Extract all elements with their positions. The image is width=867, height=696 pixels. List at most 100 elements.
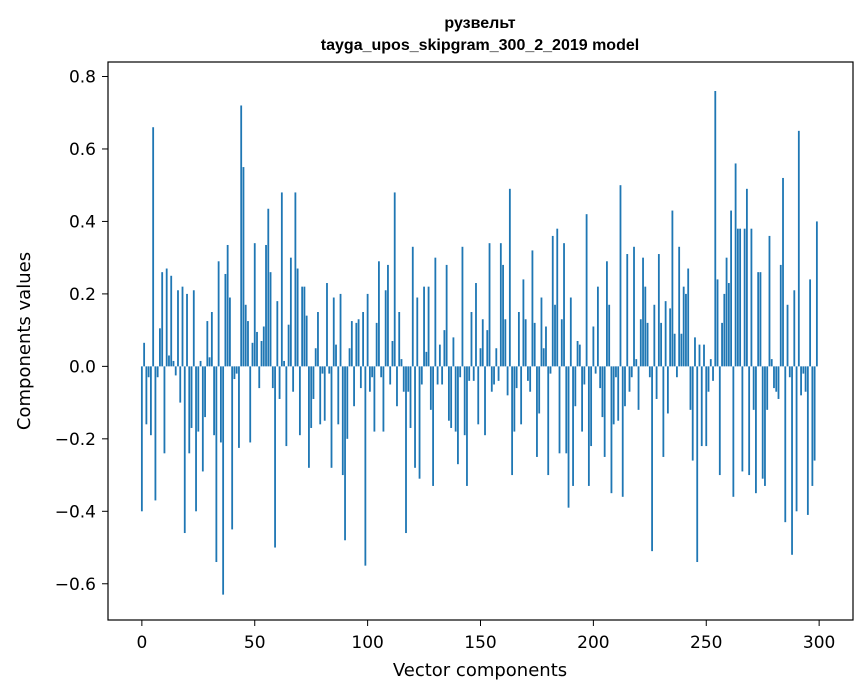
bar — [698, 344, 701, 367]
bar — [276, 301, 279, 367]
bar — [253, 243, 256, 367]
bar — [201, 366, 204, 472]
bar — [434, 257, 437, 367]
bar — [481, 319, 484, 367]
bar — [497, 366, 500, 381]
bar — [788, 366, 791, 378]
bar — [310, 366, 313, 428]
bar — [687, 268, 690, 367]
bar — [231, 366, 234, 530]
y-axis-ticks: −0.6 −0.4 −0.2 0.0 0.2 0.4 0.6 0.8 — [55, 67, 108, 595]
bar — [181, 286, 184, 367]
bar — [590, 366, 593, 447]
bar — [387, 264, 389, 367]
bar — [633, 246, 635, 367]
bar — [260, 341, 263, 367]
bar — [217, 261, 220, 367]
bar — [357, 319, 360, 367]
bar — [540, 297, 543, 367]
bar — [235, 366, 238, 374]
bar — [745, 188, 748, 367]
bar — [610, 366, 613, 494]
bar — [165, 268, 168, 367]
bar — [732, 366, 735, 497]
bar — [506, 366, 509, 396]
bar — [154, 366, 157, 501]
bar — [461, 246, 464, 367]
bar — [353, 366, 355, 407]
bar — [402, 366, 405, 392]
bar — [319, 366, 322, 425]
bars-group — [140, 90, 818, 595]
bar — [777, 366, 780, 399]
bar — [655, 366, 658, 399]
bar — [484, 366, 486, 436]
bar — [599, 366, 602, 389]
bar — [766, 366, 769, 410]
bar — [813, 366, 816, 461]
y-tick-label: 0.6 — [69, 140, 96, 160]
bar — [438, 344, 441, 367]
bar — [140, 366, 143, 512]
bar — [183, 366, 186, 534]
bar — [332, 297, 335, 367]
bar — [707, 366, 710, 392]
x-tick-label: 0 — [136, 633, 147, 653]
y-tick-label: −0.4 — [55, 502, 96, 522]
bar — [427, 286, 430, 367]
bar — [161, 272, 164, 367]
bar — [240, 105, 243, 367]
bar — [366, 293, 369, 367]
bar — [743, 228, 746, 367]
bar — [206, 321, 209, 367]
bar — [592, 326, 595, 367]
bar — [755, 366, 757, 494]
x-tick-label: 150 — [464, 633, 496, 653]
bar — [721, 322, 723, 367]
bar — [244, 304, 247, 367]
bar — [414, 366, 416, 468]
bar — [493, 366, 495, 385]
bar — [271, 366, 274, 389]
bar — [800, 366, 802, 396]
bar — [752, 366, 755, 410]
bar — [723, 293, 726, 367]
bar — [682, 286, 685, 367]
y-tick-label: 0.8 — [69, 67, 96, 87]
bar — [651, 366, 653, 552]
bar — [312, 366, 315, 399]
bar — [163, 366, 166, 454]
bar — [791, 366, 793, 555]
bar — [757, 272, 760, 367]
bar — [560, 319, 563, 367]
bar — [210, 312, 213, 367]
bar — [472, 366, 475, 381]
bar — [608, 304, 611, 367]
bar — [657, 254, 660, 367]
bar — [359, 366, 362, 389]
bar — [621, 366, 624, 497]
bar — [452, 337, 455, 367]
bar — [350, 321, 353, 367]
bar — [630, 366, 633, 378]
bar — [213, 366, 216, 436]
bar — [542, 348, 545, 367]
bar — [513, 366, 516, 432]
bar — [305, 315, 308, 367]
bar — [714, 90, 717, 367]
bar — [149, 366, 152, 436]
bar — [635, 359, 638, 367]
bar — [346, 366, 349, 439]
bar — [549, 366, 552, 374]
bar — [748, 366, 751, 476]
bar — [186, 293, 188, 367]
bar — [172, 360, 175, 367]
bar — [700, 366, 703, 447]
bar — [490, 366, 493, 392]
bar — [380, 366, 383, 378]
bar — [251, 342, 254, 367]
bar — [174, 366, 177, 376]
bar — [574, 366, 577, 407]
bar — [569, 297, 572, 367]
bar — [393, 192, 396, 367]
